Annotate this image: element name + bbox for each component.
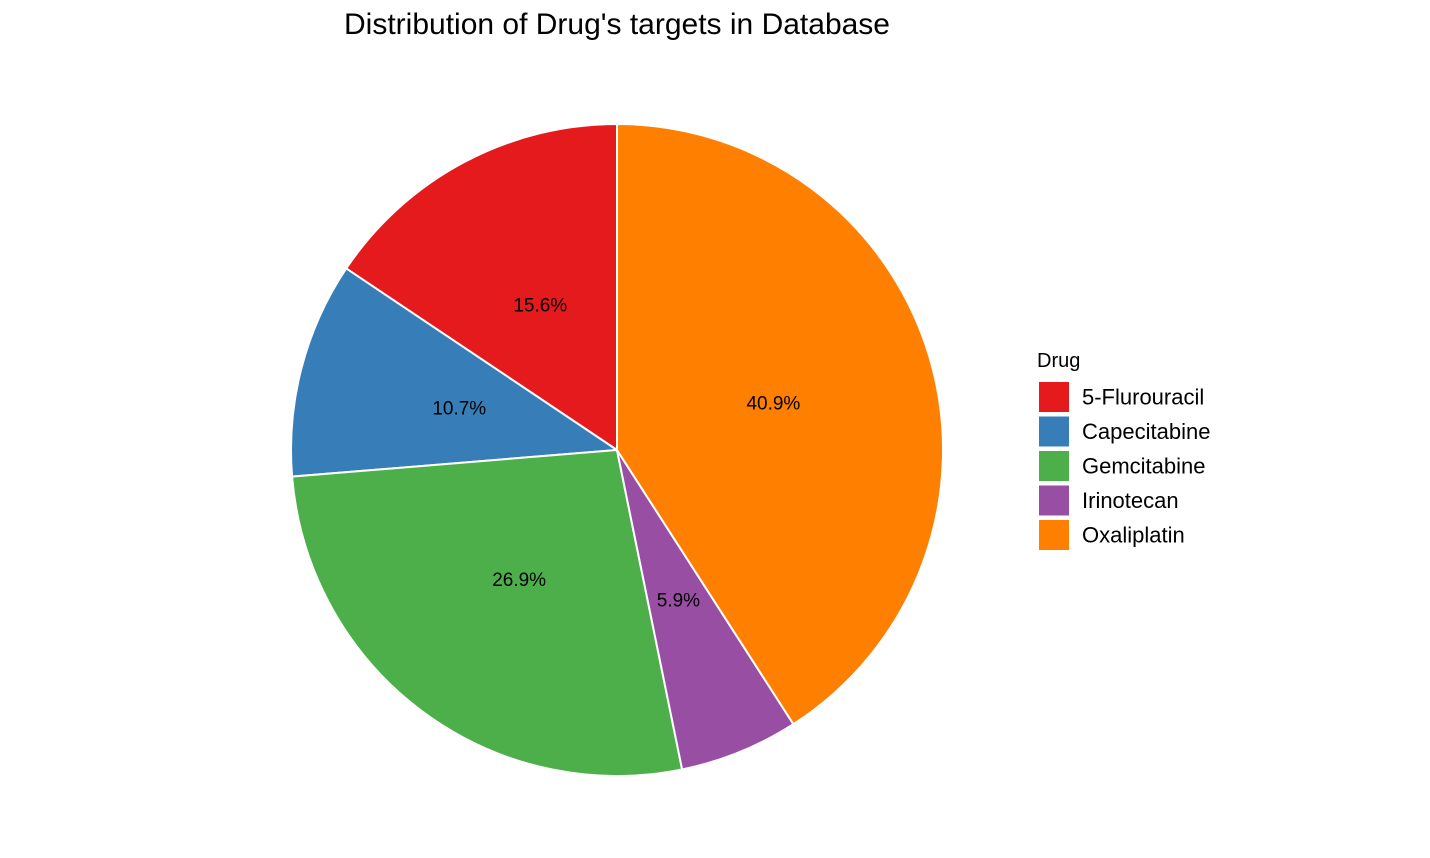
legend-key-irinotecan	[1039, 485, 1069, 516]
slice-label-irinotecan: 5.9%	[657, 590, 700, 611]
legend-key-oxaliplatin	[1039, 520, 1069, 550]
slice-label-oxaliplatin: 40.9%	[746, 394, 800, 415]
legend-label-irinotecan: Irinotecan	[1082, 488, 1179, 513]
slice-label-capecitabine: 10.7%	[432, 398, 486, 419]
pie-slices	[290, 122, 944, 777]
pie-slice-capecitabine	[290, 267, 620, 478]
legend-key-gemcitabine	[1039, 451, 1069, 481]
legend-label-capecitabine: Capecitabine	[1082, 419, 1210, 444]
chart-title: Distribution of Drug's targets in Databa…	[344, 8, 890, 41]
pie-slice-oxaliplatin	[616, 122, 944, 726]
legend-label-5-flurouracil: 5-Flurouracil	[1082, 385, 1204, 410]
pie-slice-labels: 15.6% 10.7% 26.9% 5.9% 40.9%	[432, 296, 800, 612]
legend-key-5-flurouracil	[1039, 382, 1069, 412]
slice-label-gemcitabine: 26.9%	[492, 570, 546, 591]
legend-label-gemcitabine: Gemcitabine	[1082, 454, 1206, 479]
legend-key-capecitabine	[1039, 416, 1069, 447]
legend: Drug 5-Flurouracil Capecitabine Gemcitabin…	[1037, 350, 1210, 550]
pie-slice-gemcitabine	[291, 448, 684, 777]
pie-slice-irinotecan	[616, 449, 795, 771]
pie-slice-5-flurouracil	[344, 122, 618, 452]
legend-items: 5-Flurouracil Capecitabine Gemcitabine Irin…	[1039, 382, 1210, 550]
legend-label-oxaliplatin: Oxaliplatin	[1082, 523, 1185, 548]
slice-label-5-flurouracil: 15.6%	[513, 296, 567, 317]
legend-title: Drug	[1037, 350, 1080, 372]
